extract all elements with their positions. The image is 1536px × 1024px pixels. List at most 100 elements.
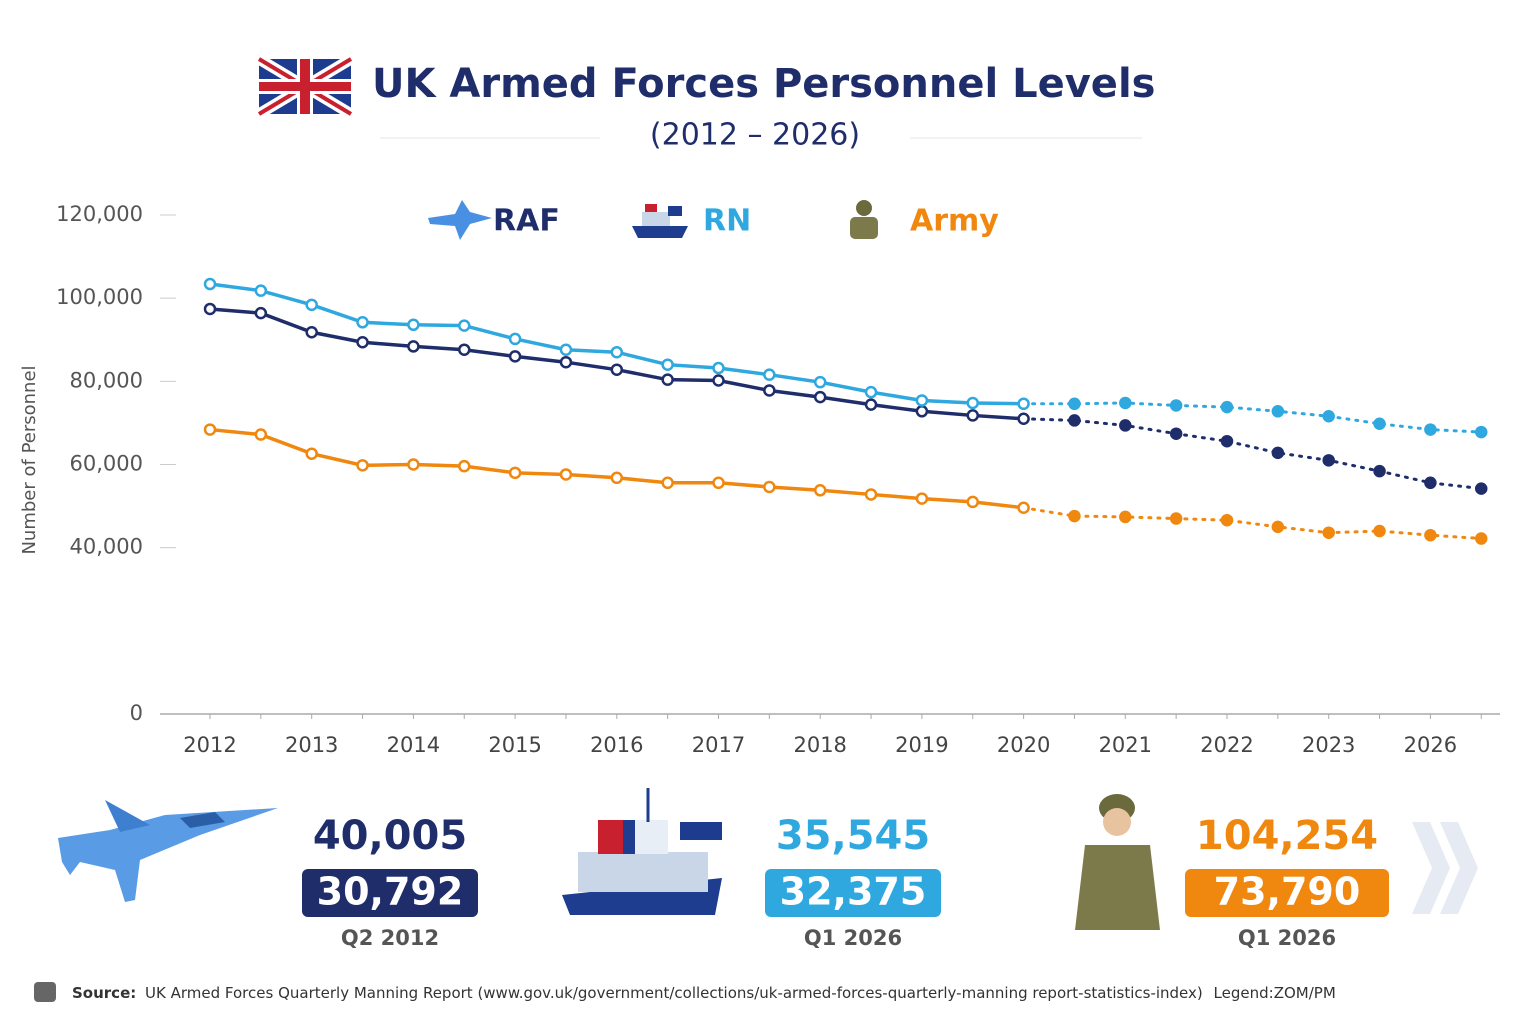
- x-tick-label: 2016: [590, 733, 643, 757]
- data-point: [458, 319, 471, 332]
- data-point: [559, 343, 573, 356]
- data-point: [508, 350, 522, 363]
- data-point: [915, 492, 929, 505]
- data-point: [559, 355, 573, 369]
- stat-box: [1185, 869, 1389, 917]
- x-tick-label: 2022: [1200, 733, 1253, 757]
- y-tick-label: 120,000: [56, 202, 143, 226]
- chart-subtitle: (2012 – 2026): [650, 118, 860, 153]
- legend-icon-jet: [428, 200, 492, 240]
- data-point: [1119, 419, 1132, 432]
- data-point: [661, 373, 674, 386]
- data-point: [813, 484, 827, 497]
- crest-icon: [34, 982, 56, 1002]
- data-point: [763, 368, 776, 381]
- jet-illustration: [58, 800, 278, 902]
- stat-box: [765, 869, 941, 917]
- data-point: [1068, 397, 1081, 411]
- legend-icon-ship: [632, 204, 688, 238]
- projection-line: [1022, 506, 1483, 541]
- data-point: [1475, 482, 1488, 495]
- legend-note: Legend:ZOM/PM: [1214, 984, 1336, 1002]
- data-point: [1119, 396, 1132, 410]
- data-point: [1271, 446, 1285, 460]
- chart-title: UK Armed Forces Personnel Levels: [372, 61, 1155, 107]
- data-point: [915, 394, 929, 407]
- data-point: [1373, 417, 1386, 430]
- data-point: [407, 318, 420, 332]
- series-line: [208, 282, 1026, 406]
- data-point: [356, 459, 369, 472]
- data-point: [508, 466, 522, 480]
- x-tick-label: 2012: [183, 733, 236, 757]
- data-point: [1017, 397, 1030, 411]
- x-tick-label: 2023: [1302, 733, 1355, 757]
- data-point: [1017, 412, 1030, 426]
- stat-period: Q1 2026: [1238, 926, 1336, 950]
- x-tick-label: 2020: [997, 733, 1050, 757]
- legend-entry: Army: [910, 204, 999, 239]
- data-point: [1424, 423, 1437, 436]
- data-point: [966, 396, 979, 410]
- data-point: [1475, 532, 1488, 545]
- data-point: [1220, 400, 1234, 414]
- x-tick-label: 2013: [285, 733, 338, 757]
- data-point: [1475, 425, 1488, 439]
- data-point: [1220, 434, 1234, 448]
- chevrons: [1412, 822, 1478, 914]
- data-point: [763, 384, 776, 397]
- x-tick-label: 2015: [488, 733, 541, 757]
- data-point: [203, 277, 217, 291]
- projection-line: [1022, 417, 1483, 491]
- data-point: [712, 476, 725, 490]
- stat-top: 40,005: [313, 813, 467, 859]
- y-tick-label: 0: [130, 701, 143, 725]
- data-point: [458, 459, 471, 473]
- data-point: [1068, 414, 1081, 427]
- footer: Source: UK Armed Forces Quarterly Mannin…: [72, 984, 1336, 1002]
- data-point: [712, 361, 725, 375]
- y-tick-label: 80,000: [70, 368, 143, 392]
- data-point: [356, 335, 369, 349]
- data-point: [610, 363, 624, 376]
- data-point: [1373, 464, 1386, 478]
- data-point: [254, 284, 268, 297]
- legend-entry: RN: [703, 204, 751, 239]
- data-point: [813, 390, 827, 404]
- ship-illustration: [562, 788, 722, 915]
- stat-box-value: 32,375: [780, 870, 927, 914]
- data-point: [458, 343, 471, 356]
- data-point: [203, 302, 217, 316]
- data-point: [610, 471, 624, 485]
- stat-box-value: 30,792: [317, 870, 464, 914]
- soldier-illustration: [1075, 794, 1160, 930]
- data-point: [1271, 520, 1285, 534]
- data-point: [1220, 513, 1234, 527]
- data-point: [203, 423, 217, 436]
- data-point: [864, 398, 878, 411]
- legend-icon-soldier: [850, 200, 878, 239]
- data-point: [1271, 405, 1285, 418]
- data-point: [559, 468, 573, 481]
- x-tick-label: 2017: [692, 733, 745, 757]
- data-point: [254, 306, 268, 320]
- data-point: [1322, 410, 1335, 423]
- data-point: [1068, 509, 1081, 523]
- projection-line: [1022, 401, 1483, 434]
- stat-box-value: 73,790: [1214, 870, 1361, 914]
- data-point: [864, 385, 878, 399]
- data-point: [915, 405, 929, 418]
- x-tick-label: 2019: [895, 733, 948, 757]
- data-point: [1119, 510, 1132, 524]
- data-point: [1322, 454, 1335, 467]
- data-point: [1169, 399, 1183, 412]
- y-tick-label: 60,000: [70, 452, 143, 476]
- x-tick-label: 2026: [1404, 733, 1457, 757]
- source-label: Source:: [72, 984, 136, 1002]
- data-point: [1169, 427, 1183, 440]
- data-point: [1424, 528, 1437, 542]
- data-point: [305, 326, 318, 339]
- data-point: [407, 458, 420, 471]
- stat-top: 35,545: [776, 813, 930, 859]
